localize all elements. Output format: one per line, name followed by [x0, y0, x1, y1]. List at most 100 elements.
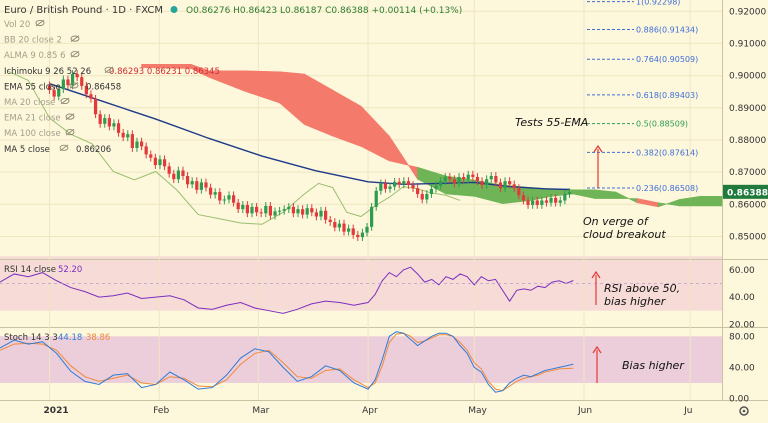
candle-body	[300, 209, 305, 215]
visibility-eye-icon[interactable]	[60, 97, 70, 105]
candle-body	[47, 85, 52, 91]
candle-body	[462, 176, 466, 180]
annotation-rsi-1: RSI above 50,	[604, 282, 680, 295]
candle-body	[443, 176, 447, 182]
candle-body	[204, 182, 208, 188]
candle-body	[121, 132, 125, 138]
candle-body	[337, 223, 342, 228]
candle-body	[176, 170, 180, 180]
candle-body	[498, 182, 503, 189]
candle-body	[379, 183, 383, 191]
fib-level-label: 0.618(0.89403)	[636, 91, 698, 100]
candle-body	[540, 200, 544, 205]
candle-body	[162, 159, 167, 167]
candle-body	[52, 90, 56, 97]
candle-body	[360, 232, 365, 238]
rsi-legend-value: 52.20	[58, 265, 82, 275]
candle-body	[167, 166, 171, 174]
price-y-tick: 0.87000	[729, 168, 766, 178]
fib-level-label: 0.5(0.88509)	[636, 120, 688, 129]
eye-slash	[70, 35, 80, 42]
candle-body	[66, 79, 70, 86]
candle-body	[374, 190, 378, 207]
eye-slash	[59, 144, 69, 152]
candle-body	[149, 154, 153, 158]
symbol-title: Euro / British Pound · 1D · FXCM	[4, 5, 163, 16]
candle-body	[61, 79, 65, 90]
eye-outline	[70, 35, 80, 42]
indicator-legend-label: EMA 21 close	[4, 114, 61, 124]
indicator-legend-label: ALMA 9 0.85 6	[4, 51, 66, 61]
candle-body	[139, 141, 144, 147]
settings-icon[interactable]	[739, 406, 749, 416]
candle-body	[475, 176, 480, 182]
candle-body	[158, 159, 162, 166]
candle-body	[305, 208, 309, 215]
visibility-eye-icon[interactable]	[70, 50, 80, 58]
x-tick-label: 2021	[44, 406, 69, 416]
annotation-stoch: Bias higher	[622, 359, 685, 372]
candle-body	[508, 181, 512, 185]
lagging-span-line	[6, 70, 461, 225]
x-tick-label: Jun	[577, 406, 592, 416]
cloud-segment	[700, 195, 723, 207]
candle-body	[181, 170, 185, 176]
candle-body	[439, 181, 443, 186]
candle-body	[429, 188, 434, 195]
candle-body	[190, 181, 194, 185]
legend: Euro / British Pound · 1D · FXCM O0.8627…	[4, 5, 462, 343]
visibility-eye-icon[interactable]	[65, 113, 75, 120]
candle-body	[135, 141, 139, 148]
candle-body	[268, 205, 273, 216]
candle-body	[103, 118, 107, 124]
eye-slash	[60, 97, 70, 105]
stoch-k-line	[0, 331, 574, 393]
candle-body	[457, 176, 461, 184]
x-tick-label: Ju	[683, 406, 692, 416]
visibility-eye-icon[interactable]	[70, 35, 80, 42]
annotation-cloud-2: cloud breakout	[583, 228, 666, 241]
candle-body	[236, 202, 240, 210]
candle-body	[75, 74, 79, 78]
rsi-y-tick: 40.00	[729, 293, 755, 303]
candle-body	[282, 209, 286, 211]
candle-body	[89, 94, 93, 99]
x-tick-label: Apr	[362, 406, 378, 416]
eye-outline	[59, 144, 69, 151]
candle-body	[558, 200, 562, 203]
candle-body	[70, 74, 75, 86]
candle-body	[526, 200, 530, 205]
candle-body	[563, 194, 567, 201]
candle-body	[342, 223, 346, 232]
ohlc-readout: O0.86276 H0.86423 L0.86187 C0.86388 +0.0…	[186, 6, 462, 16]
settings-icon-ring	[739, 406, 749, 416]
candle-body	[254, 206, 259, 213]
ichimoku-cloud	[141, 63, 723, 208]
eye-outline	[104, 66, 114, 73]
indicator-legend-value: 0.86458	[86, 82, 121, 92]
visibility-eye-icon[interactable]	[59, 144, 69, 152]
candle-body	[57, 89, 61, 97]
visibility-eye-icon[interactable]	[104, 66, 114, 74]
rsi-legend-label: RSI 14 close	[4, 265, 56, 275]
candle-body	[517, 188, 521, 196]
candle-body	[434, 185, 438, 189]
x-tick-label: Feb	[153, 406, 169, 416]
visibility-eye-icon[interactable]	[69, 82, 79, 89]
candle-body	[195, 181, 199, 190]
candle-body	[227, 195, 231, 200]
visibility-eye-icon[interactable]	[65, 128, 75, 136]
candle-body	[567, 192, 572, 195]
candle-body	[93, 98, 98, 115]
candle-body	[126, 134, 130, 138]
visibility-eye-icon[interactable]	[35, 19, 45, 27]
fib-level-label: 1(0.92298)	[636, 0, 680, 7]
candle-body	[107, 118, 111, 127]
eye-slash	[65, 113, 75, 120]
candlesticks	[47, 70, 572, 241]
rsi-y-tick: 60.00	[729, 266, 755, 276]
candle-body	[471, 174, 475, 177]
